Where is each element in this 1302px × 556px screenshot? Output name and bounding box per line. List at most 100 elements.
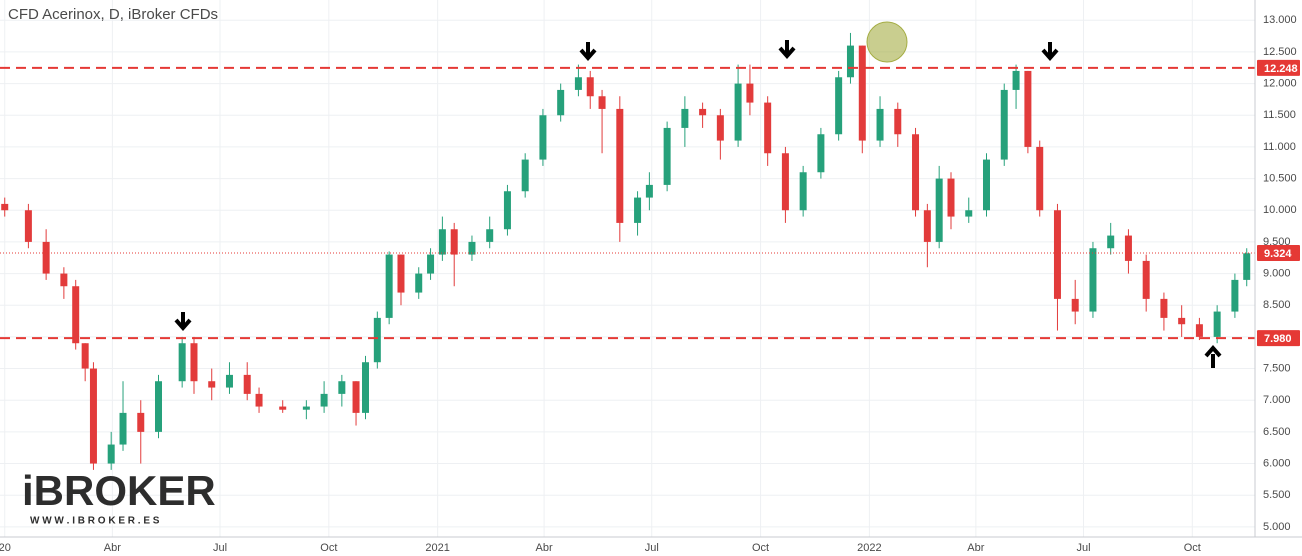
candle-body <box>1053 210 1061 299</box>
candle-body <box>835 77 843 135</box>
logo-brand: iBROKER <box>22 467 216 514</box>
chart-title: CFD Acerinox, D, iBroker CFDs <box>8 6 218 23</box>
candle-body <box>81 343 89 369</box>
candle-body <box>1 203 9 211</box>
arrow-down <box>778 40 796 60</box>
x-tick-label: Jul <box>1076 542 1090 554</box>
candle-body <box>302 406 310 410</box>
candle-body <box>734 83 742 141</box>
candle-body <box>858 45 866 141</box>
level-label: 12.248 <box>1264 63 1298 75</box>
y-tick-label: 12.500 <box>1263 46 1297 58</box>
candle-body <box>1107 235 1115 249</box>
candle-body <box>279 406 287 410</box>
last-price-tag <box>1257 245 1300 262</box>
candle-body <box>781 153 789 211</box>
candle-body <box>663 127 671 185</box>
candle-body <box>352 381 360 413</box>
candle-body <box>557 89 565 116</box>
candle-body <box>634 197 642 223</box>
candle-body <box>1213 311 1221 337</box>
x-tick-label: Oct <box>752 542 769 554</box>
candle-body <box>208 381 216 388</box>
candle-body <box>846 45 854 78</box>
level-tag <box>1257 59 1300 76</box>
candle-body <box>60 273 68 287</box>
candle-body <box>1036 146 1044 211</box>
candle-body <box>817 134 825 173</box>
candle-body <box>243 374 251 394</box>
candle-body <box>119 412 127 445</box>
candle-body <box>521 159 529 192</box>
y-tick-label: 12.000 <box>1263 77 1297 89</box>
arrows <box>174 40 1222 368</box>
candle-body <box>468 241 476 255</box>
highlight-circle <box>866 21 908 63</box>
candle-body <box>764 102 772 154</box>
candle-body <box>438 229 446 255</box>
x-tick-label: Oct <box>320 542 337 554</box>
candle-body <box>681 108 689 128</box>
candle-body <box>1124 235 1132 261</box>
y-tick-label: 7.500 <box>1263 362 1291 374</box>
candle-body <box>486 229 494 242</box>
y-tick-label: 11.000 <box>1263 141 1296 153</box>
candle-body <box>42 241 50 274</box>
logo-url: W W W . I B R O K E R . E S <box>30 516 160 527</box>
x-tick-label: Jul <box>213 542 227 554</box>
candle-body <box>178 343 186 382</box>
candle-body <box>24 210 32 242</box>
candle-body <box>1012 70 1020 90</box>
candle-body <box>361 362 369 413</box>
candle-body <box>1243 253 1251 280</box>
candle-body <box>539 115 547 160</box>
candle-body <box>1024 70 1032 147</box>
candle-body <box>799 172 807 211</box>
level-label: 7.980 <box>1264 333 1292 345</box>
candle-body <box>1071 298 1079 312</box>
candle-body <box>1000 89 1008 160</box>
candle-body <box>616 108 624 223</box>
y-tick-label: 6.500 <box>1263 426 1291 438</box>
y-tick-label: 13.000 <box>1263 14 1297 26</box>
level-tag <box>1257 330 1300 347</box>
candle-body <box>190 343 198 382</box>
y-tick-label: 9.500 <box>1263 236 1291 248</box>
arrow-down <box>579 42 597 62</box>
candle-body <box>415 273 423 293</box>
candle-body <box>107 444 115 464</box>
grid <box>0 0 1255 537</box>
candle-body <box>338 381 346 394</box>
candle-body <box>645 184 653 198</box>
x-tick-label: Abr <box>967 542 984 554</box>
candle-body <box>1195 324 1203 337</box>
candle-body <box>598 96 606 109</box>
y-tick-label: 11.500 <box>1263 109 1296 121</box>
candle-body <box>1160 298 1168 318</box>
candle-body <box>716 115 724 141</box>
candle-body <box>1089 248 1097 312</box>
x-tick-label: Abr <box>104 542 121 554</box>
candle-body <box>427 254 435 274</box>
arrow-down <box>174 312 192 332</box>
candle-body <box>450 229 458 255</box>
y-tick-label: 10.500 <box>1263 172 1297 184</box>
y-tick-label: 10.000 <box>1263 204 1297 216</box>
candle-body <box>373 317 381 363</box>
candle-body <box>255 393 263 407</box>
x-tick-label: Abr <box>536 542 553 554</box>
candle-body <box>586 77 594 97</box>
candle-body <box>982 159 990 211</box>
candle-body <box>1142 260 1150 299</box>
candle-body <box>397 254 405 293</box>
candle-body <box>923 210 931 242</box>
candle-body <box>935 178 943 242</box>
candle-body <box>137 412 145 432</box>
y-tick-label: 5.500 <box>1263 489 1291 501</box>
y-tick-label: 6.000 <box>1263 457 1291 469</box>
y-tick-label: 7.000 <box>1263 394 1291 406</box>
candle-body <box>1231 279 1239 312</box>
candle-body <box>965 210 973 217</box>
candle-body <box>894 108 902 135</box>
candle-body <box>947 178 955 217</box>
